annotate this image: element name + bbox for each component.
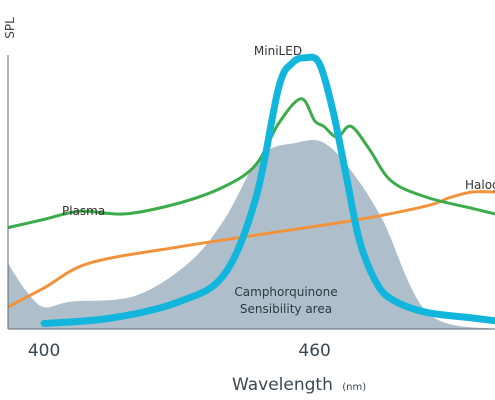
miniled-series-line	[40, 53, 495, 327]
x-tick-label: 400	[28, 341, 60, 361]
halogen-label: Halogen	[465, 178, 495, 192]
plasma-series-line	[8, 97, 495, 230]
x-tick-labels: 400 460	[28, 341, 331, 361]
x-axis-title: Wavelength (nm)	[232, 375, 366, 395]
halogen-series-line	[8, 190, 495, 309]
x-axis-title-text: Wavelength	[232, 375, 333, 395]
miniled-label: MiniLED	[254, 44, 302, 58]
y-axis-label: SPL	[3, 17, 17, 39]
camphorquinone-label: Camphorquinone Sensibility area	[234, 285, 337, 316]
series-labels: MiniLED Plasma Halogen CamphorquinoneSensib…	[62, 44, 495, 316]
x-tick-label: 460	[298, 341, 330, 361]
series-layer	[8, 53, 495, 327]
plasma-label: Plasma	[62, 204, 105, 218]
x-axis-unit: (nm)	[342, 382, 366, 393]
